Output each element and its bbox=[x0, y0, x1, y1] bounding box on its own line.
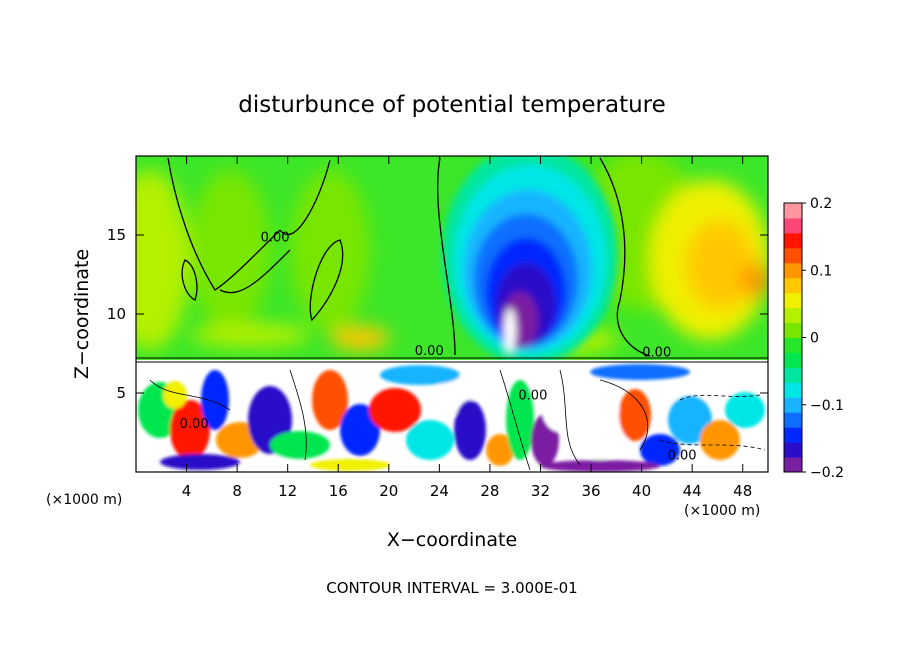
lower-field bbox=[136, 360, 768, 472]
colorbar-swatch-9 bbox=[784, 322, 802, 338]
y-tick-label-2: 15 bbox=[107, 226, 126, 244]
y-axis-label: Z−coordinate bbox=[71, 249, 93, 379]
x-tick-label-5: 24 bbox=[430, 482, 449, 500]
contour-label-3: 0.00 bbox=[668, 448, 697, 463]
colorbar-swatch-12 bbox=[784, 277, 802, 294]
colorbar-swatch-14 bbox=[784, 247, 802, 264]
chart-title: disturbunce of potential temperature bbox=[238, 92, 666, 118]
x-tick-label-7: 32 bbox=[531, 482, 550, 500]
colorbar-swatch-1 bbox=[784, 442, 802, 458]
plot-area: 0.00 0.00 0.00 0.00 0.00 0.00 bbox=[136, 156, 768, 472]
x-tick-label-11: 48 bbox=[733, 482, 752, 500]
colorbar-swatch-11 bbox=[784, 292, 802, 309]
upper-field bbox=[136, 156, 768, 365]
colorbar-swatch-6 bbox=[784, 367, 802, 383]
y-tick-label-0: 5 bbox=[116, 384, 126, 402]
x-axis: 4 8 12 16 20 24 28 32 36 40 44 48 bbox=[182, 156, 752, 500]
x-tick-label-6: 28 bbox=[480, 482, 499, 500]
x-tick-label-8: 36 bbox=[581, 482, 600, 500]
colorbar-swatch-10 bbox=[784, 307, 802, 324]
x-tick-label-3: 16 bbox=[329, 482, 348, 500]
contour-interval-note: CONTOUR INTERVAL = 3.000E-01 bbox=[326, 579, 577, 597]
y-tick-label-1: 10 bbox=[107, 305, 126, 323]
x-tick-label-0: 4 bbox=[182, 482, 192, 500]
colorbar-swatch-5 bbox=[784, 382, 802, 398]
x-axis-label: X−coordinate bbox=[387, 529, 517, 551]
colorbar-label-1: 0.1 bbox=[810, 263, 832, 279]
contour-label-1: 0.00 bbox=[415, 344, 444, 359]
contour-label-layer: 0.00 0.00 0.00 0.00 0.00 0.00 bbox=[180, 230, 697, 463]
x-tick-label-10: 44 bbox=[683, 482, 702, 500]
x-tick-label-2: 12 bbox=[278, 482, 297, 500]
x-tick-label-4: 20 bbox=[379, 482, 398, 500]
colorbar-swatch-4 bbox=[784, 397, 802, 413]
x-unit-left: (×1000 m) bbox=[46, 492, 122, 508]
colorbar-swatch-8 bbox=[784, 337, 802, 353]
colorbar-swatch-17 bbox=[784, 203, 802, 219]
x-tick-label-1: 8 bbox=[232, 482, 242, 500]
contour-label-2: 0.00 bbox=[642, 346, 671, 361]
colorbar-label-2: 0 bbox=[810, 331, 819, 347]
contour-label-4: 0.00 bbox=[180, 417, 209, 432]
contour-label-0: 0.00 bbox=[261, 230, 290, 245]
colorbar-swatch-0 bbox=[784, 457, 802, 473]
contour-lines bbox=[136, 157, 768, 471]
y-axis: 5 10 15 bbox=[107, 226, 768, 402]
colorbar-swatch-15 bbox=[784, 232, 802, 249]
colorbar-swatch-3 bbox=[784, 412, 802, 428]
colorbar-swatch-2 bbox=[784, 427, 802, 443]
colorbar-label-4: −0.2 bbox=[810, 465, 844, 481]
colorbar-swatch-16 bbox=[784, 217, 802, 234]
colorbar-swatch-7 bbox=[784, 352, 802, 368]
x-unit-right: (×1000 m) bbox=[684, 503, 760, 519]
colorbar-label-0: 0.2 bbox=[810, 196, 832, 212]
contour-label-5: 0.00 bbox=[518, 388, 547, 403]
x-tick-label-9: 40 bbox=[632, 482, 651, 500]
colorbar-swatch-13 bbox=[784, 262, 802, 279]
colorbar-label-3: −0.1 bbox=[810, 398, 844, 414]
colorbar: 0.2 0.1 0 −0.1 −0.2 bbox=[783, 196, 844, 481]
